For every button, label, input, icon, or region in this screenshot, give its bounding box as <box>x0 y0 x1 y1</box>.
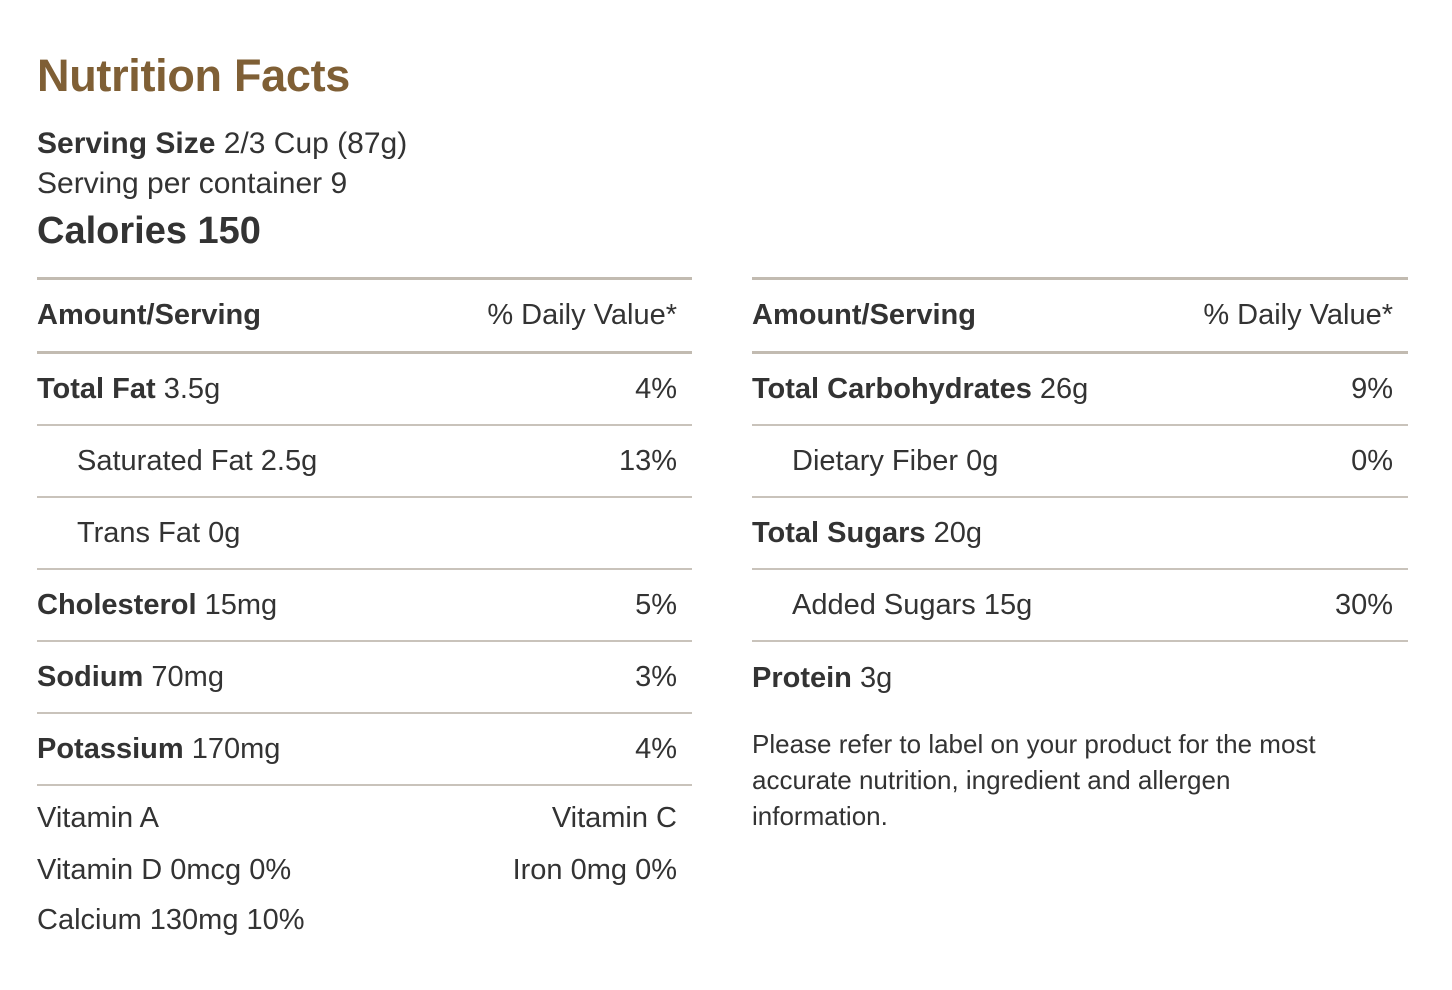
table-header: Amount/Serving % Daily Value* <box>752 280 1408 354</box>
table-header: Amount/Serving % Daily Value* <box>37 280 692 354</box>
nutrient-amount: 20g <box>933 516 982 549</box>
daily-value: 5% <box>635 588 677 621</box>
nutrient-name: Dietary Fiber <box>792 444 958 477</box>
nutrient-name: Total Carbohydrates <box>752 372 1032 405</box>
daily-value: 9% <box>1351 372 1393 405</box>
vitamin-a: Vitamin A <box>37 802 159 834</box>
vitamin-d: Vitamin D 0mcg 0% <box>37 854 292 886</box>
nutrient-row-potassium: Potassium 170mg 4% <box>37 714 692 786</box>
nutrient-amount: 3g <box>859 661 893 694</box>
page-title: Nutrition Facts <box>37 50 351 101</box>
nutrient-row-protein: Protein 3g <box>752 642 1408 714</box>
servings-per-container: Serving per container 9 <box>37 167 348 200</box>
iron: Iron 0mg 0% <box>512 854 677 886</box>
nutrient-name: Sodium <box>37 660 144 693</box>
nutrient-name: Added Sugars <box>792 588 976 621</box>
nutrient-name: Cholesterol <box>37 588 197 621</box>
serving-size: Serving Size 2/3 Cup (87g) <box>37 124 407 164</box>
nutrient-row-total-carbohydrates: Total Carbohydrates 26g 9% <box>752 354 1408 426</box>
nutrient-amount: 26g <box>1039 372 1089 405</box>
nutrient-table-right: Amount/Serving % Daily Value* Total Carb… <box>752 277 1408 834</box>
calories: Calories 150 <box>37 210 261 252</box>
amount-serving-header: Amount/Serving <box>37 299 261 331</box>
nutrient-row-trans-fat: Trans Fat 0g <box>37 498 692 570</box>
nutrient-row-saturated-fat: Saturated Fat 2.5g 13% <box>37 426 692 498</box>
serving-size-label: Serving Size <box>37 127 216 160</box>
nutrient-name: Total Sugars <box>752 516 926 549</box>
nutrient-amount: 70mg <box>151 660 224 693</box>
amount-serving-header: Amount/Serving <box>752 299 976 331</box>
nutrient-row-total-sugars: Total Sugars 20g <box>752 498 1408 570</box>
daily-value-header: % Daily Value* <box>487 299 677 331</box>
nutrient-row-total-fat: Total Fat 3.5g 4% <box>37 354 692 426</box>
nutrient-amount: 3.5g <box>163 372 221 405</box>
nutrient-name: Saturated Fat <box>77 444 253 477</box>
serving-info: Serving Size 2/3 Cup (87g) Serving per c… <box>37 124 407 204</box>
vitamin-c: Vitamin C <box>551 802 677 834</box>
nutrient-table-left: Amount/Serving % Daily Value* Total Fat … <box>37 277 692 946</box>
vitamins-section: Vitamin A Vitamin C Vitamin D 0mcg 0% Ir… <box>37 786 692 946</box>
divider <box>752 277 1408 280</box>
nutrient-amount: 170mg <box>191 732 281 765</box>
nutrient-amount: 15mg <box>204 588 278 621</box>
nutrient-amount: 0g <box>966 444 999 477</box>
nutrient-amount: 0g <box>208 516 241 549</box>
disclaimer-note: Please refer to label on your product fo… <box>752 729 1316 831</box>
nutrient-row-sodium: Sodium 70mg 3% <box>37 642 692 714</box>
daily-value: 30% <box>1334 588 1393 621</box>
daily-value: 0% <box>1351 444 1393 477</box>
nutrient-row-added-sugars: Added Sugars 15g 30% <box>752 570 1408 642</box>
nutrient-name: Trans Fat <box>77 516 201 549</box>
daily-value: 4% <box>635 372 677 405</box>
nutrient-row-dietary-fiber: Dietary Fiber 0g 0% <box>752 426 1408 498</box>
calcium: Calcium 130mg 10% <box>37 904 305 936</box>
nutrient-amount: 2.5g <box>260 444 318 477</box>
serving-size-value: 2/3 Cup (87g) <box>223 127 408 160</box>
daily-value: 13% <box>618 444 677 477</box>
nutrient-name: Protein <box>752 661 852 694</box>
nutrient-row-cholesterol: Cholesterol 15mg 5% <box>37 570 692 642</box>
daily-value-header: % Daily Value* <box>1203 299 1393 331</box>
nutrient-name: Potassium <box>37 732 184 765</box>
daily-value: 3% <box>635 660 677 693</box>
divider <box>37 277 692 280</box>
nutrient-name: Total Fat <box>37 372 156 405</box>
daily-value: 4% <box>635 732 677 765</box>
nutrient-amount: 15g <box>983 588 1033 621</box>
